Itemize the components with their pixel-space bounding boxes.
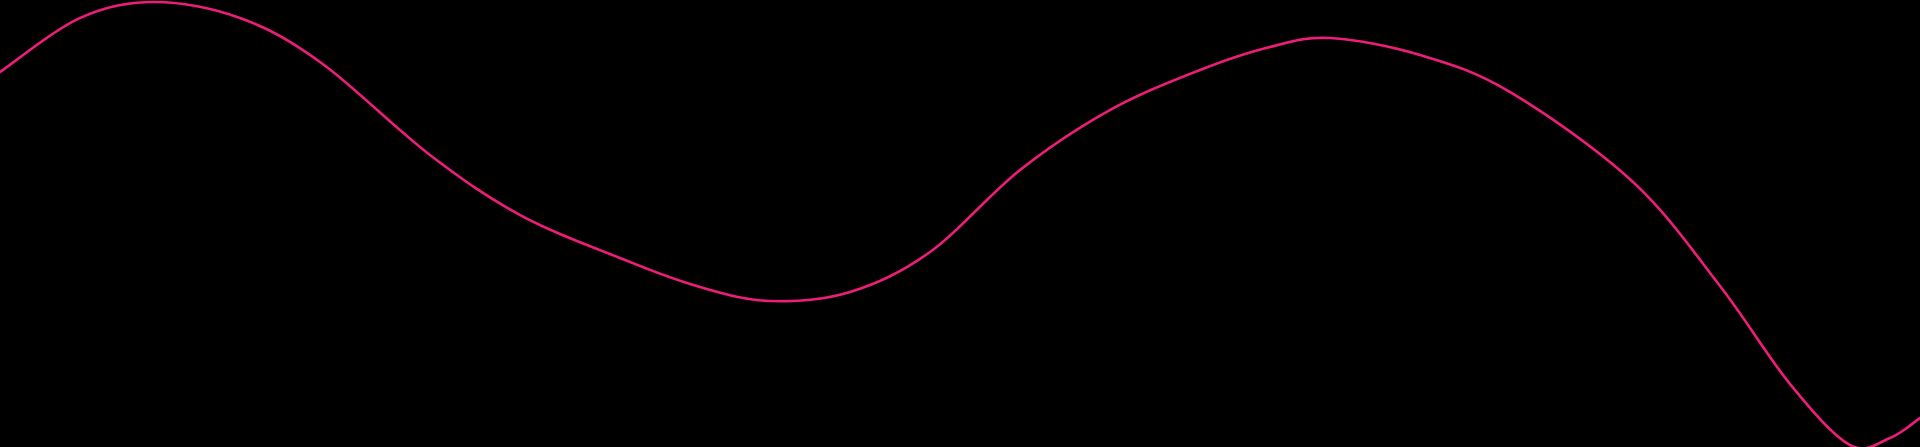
chart-background [0,0,1920,447]
wave-series-line [0,0,1920,447]
line-chart-svg [0,0,1920,447]
chart-canvas: wave [0,0,1920,447]
